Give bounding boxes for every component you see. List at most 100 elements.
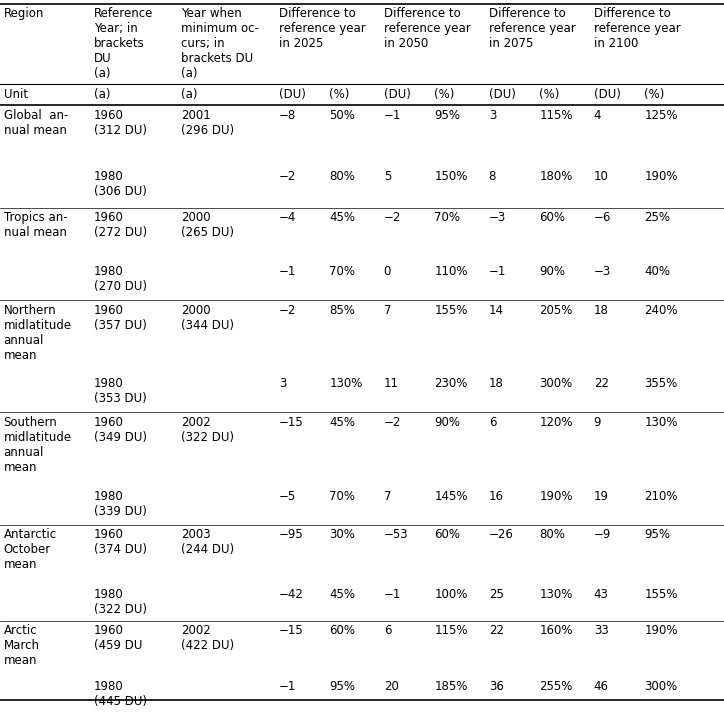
Text: Tropics an-
nual mean: Tropics an- nual mean (4, 211, 67, 239)
Text: 0: 0 (384, 265, 391, 278)
Text: 180%: 180% (539, 170, 573, 183)
Text: 1960
(272 DU): 1960 (272 DU) (94, 211, 147, 239)
Text: 145%: 145% (434, 490, 468, 503)
Text: 70%: 70% (329, 265, 355, 278)
Text: −4: −4 (279, 211, 296, 224)
Text: 2000
(265 DU): 2000 (265 DU) (181, 211, 234, 239)
Text: 130%: 130% (539, 588, 573, 601)
Text: Antarctic
October
mean: Antarctic October mean (4, 528, 56, 571)
Text: −5: −5 (279, 490, 296, 503)
Text: 33: 33 (594, 625, 608, 637)
Text: 130%: 130% (644, 416, 678, 429)
Text: 150%: 150% (434, 170, 468, 183)
Text: 80%: 80% (329, 170, 355, 183)
Text: 115%: 115% (434, 625, 468, 637)
Text: −9: −9 (594, 528, 611, 541)
Text: Southern
midlatitude
annual
mean: Southern midlatitude annual mean (4, 416, 72, 474)
Text: Year when
minimum oc-
curs; in
brackets DU
(a): Year when minimum oc- curs; in brackets … (181, 7, 259, 80)
Text: 7: 7 (384, 490, 391, 503)
Text: 4: 4 (594, 108, 601, 122)
Text: 8: 8 (489, 170, 496, 183)
Text: 45%: 45% (329, 416, 355, 429)
Text: 60%: 60% (434, 528, 460, 541)
Text: Arctic
March
mean: Arctic March mean (4, 625, 40, 667)
Text: (%): (%) (434, 88, 455, 101)
Text: 300%: 300% (539, 377, 573, 391)
Text: 1960
(312 DU): 1960 (312 DU) (94, 108, 147, 137)
Text: 19: 19 (594, 490, 609, 503)
Text: 190%: 190% (644, 170, 678, 183)
Text: 1980
(270 DU): 1980 (270 DU) (94, 265, 147, 293)
Text: 18: 18 (594, 304, 609, 317)
Text: 2002
(422 DU): 2002 (422 DU) (181, 625, 234, 652)
Text: (a): (a) (94, 88, 111, 101)
Text: −53: −53 (384, 528, 408, 541)
Text: −2: −2 (384, 416, 401, 429)
Text: (DU): (DU) (594, 88, 620, 101)
Text: 9: 9 (594, 416, 601, 429)
Text: −15: −15 (279, 416, 303, 429)
Text: 95%: 95% (329, 680, 355, 694)
Text: (%): (%) (539, 88, 560, 101)
Text: 100%: 100% (434, 588, 468, 601)
Text: 110%: 110% (434, 265, 468, 278)
Text: 300%: 300% (644, 680, 678, 694)
Text: 40%: 40% (644, 265, 670, 278)
Text: −95: −95 (279, 528, 303, 541)
Text: 2003
(244 DU): 2003 (244 DU) (181, 528, 234, 556)
Text: 85%: 85% (329, 304, 355, 317)
Text: Region: Region (4, 7, 44, 20)
Text: −1: −1 (384, 108, 401, 122)
Text: 90%: 90% (434, 416, 460, 429)
Text: (DU): (DU) (384, 88, 411, 101)
Text: 90%: 90% (539, 265, 565, 278)
Text: −3: −3 (594, 265, 611, 278)
Text: 95%: 95% (644, 528, 670, 541)
Text: 5: 5 (384, 170, 391, 183)
Text: 10: 10 (594, 170, 609, 183)
Text: Global  an-
nual mean: Global an- nual mean (4, 108, 68, 137)
Text: 80%: 80% (539, 528, 565, 541)
Text: 1980
(339 DU): 1980 (339 DU) (94, 490, 147, 518)
Text: 46: 46 (594, 680, 609, 694)
Text: 190%: 190% (644, 625, 678, 637)
Text: 1980
(353 DU): 1980 (353 DU) (94, 377, 147, 406)
Text: 130%: 130% (329, 377, 363, 391)
Text: 1960
(374 DU): 1960 (374 DU) (94, 528, 147, 556)
Text: 2000
(344 DU): 2000 (344 DU) (181, 304, 234, 332)
Text: 11: 11 (384, 377, 399, 391)
Text: 43: 43 (594, 588, 609, 601)
Text: 45%: 45% (329, 588, 355, 601)
Text: 60%: 60% (539, 211, 565, 224)
Text: 16: 16 (489, 490, 504, 503)
Text: −6: −6 (594, 211, 611, 224)
Text: 6: 6 (384, 625, 391, 637)
Text: 115%: 115% (539, 108, 573, 122)
Text: 210%: 210% (644, 490, 678, 503)
Text: 36: 36 (489, 680, 504, 694)
Text: 255%: 255% (539, 680, 573, 694)
Text: 6: 6 (489, 416, 496, 429)
Text: 50%: 50% (329, 108, 355, 122)
Text: 2001
(296 DU): 2001 (296 DU) (181, 108, 234, 137)
Text: 1960
(349 DU): 1960 (349 DU) (94, 416, 147, 444)
Text: Difference to
reference year
in 2025: Difference to reference year in 2025 (279, 7, 366, 50)
Text: 22: 22 (594, 377, 609, 391)
Text: 1960
(459 DU: 1960 (459 DU (94, 625, 143, 652)
Text: (DU): (DU) (279, 88, 306, 101)
Text: 2002
(322 DU): 2002 (322 DU) (181, 416, 234, 444)
Text: −42: −42 (279, 588, 303, 601)
Text: 1980
(445 DU): 1980 (445 DU) (94, 680, 147, 709)
Text: 3: 3 (279, 377, 286, 391)
Text: 95%: 95% (434, 108, 460, 122)
Text: −1: −1 (279, 680, 296, 694)
Text: −3: −3 (489, 211, 506, 224)
Text: Reference
Year; in
brackets
DU
(a): Reference Year; in brackets DU (a) (94, 7, 153, 80)
Text: Difference to
reference year
in 2075: Difference to reference year in 2075 (489, 7, 576, 50)
Text: (%): (%) (644, 88, 665, 101)
Text: 355%: 355% (644, 377, 678, 391)
Text: 45%: 45% (329, 211, 355, 224)
Text: Difference to
reference year
in 2050: Difference to reference year in 2050 (384, 7, 471, 50)
Text: 18: 18 (489, 377, 504, 391)
Text: 160%: 160% (539, 625, 573, 637)
